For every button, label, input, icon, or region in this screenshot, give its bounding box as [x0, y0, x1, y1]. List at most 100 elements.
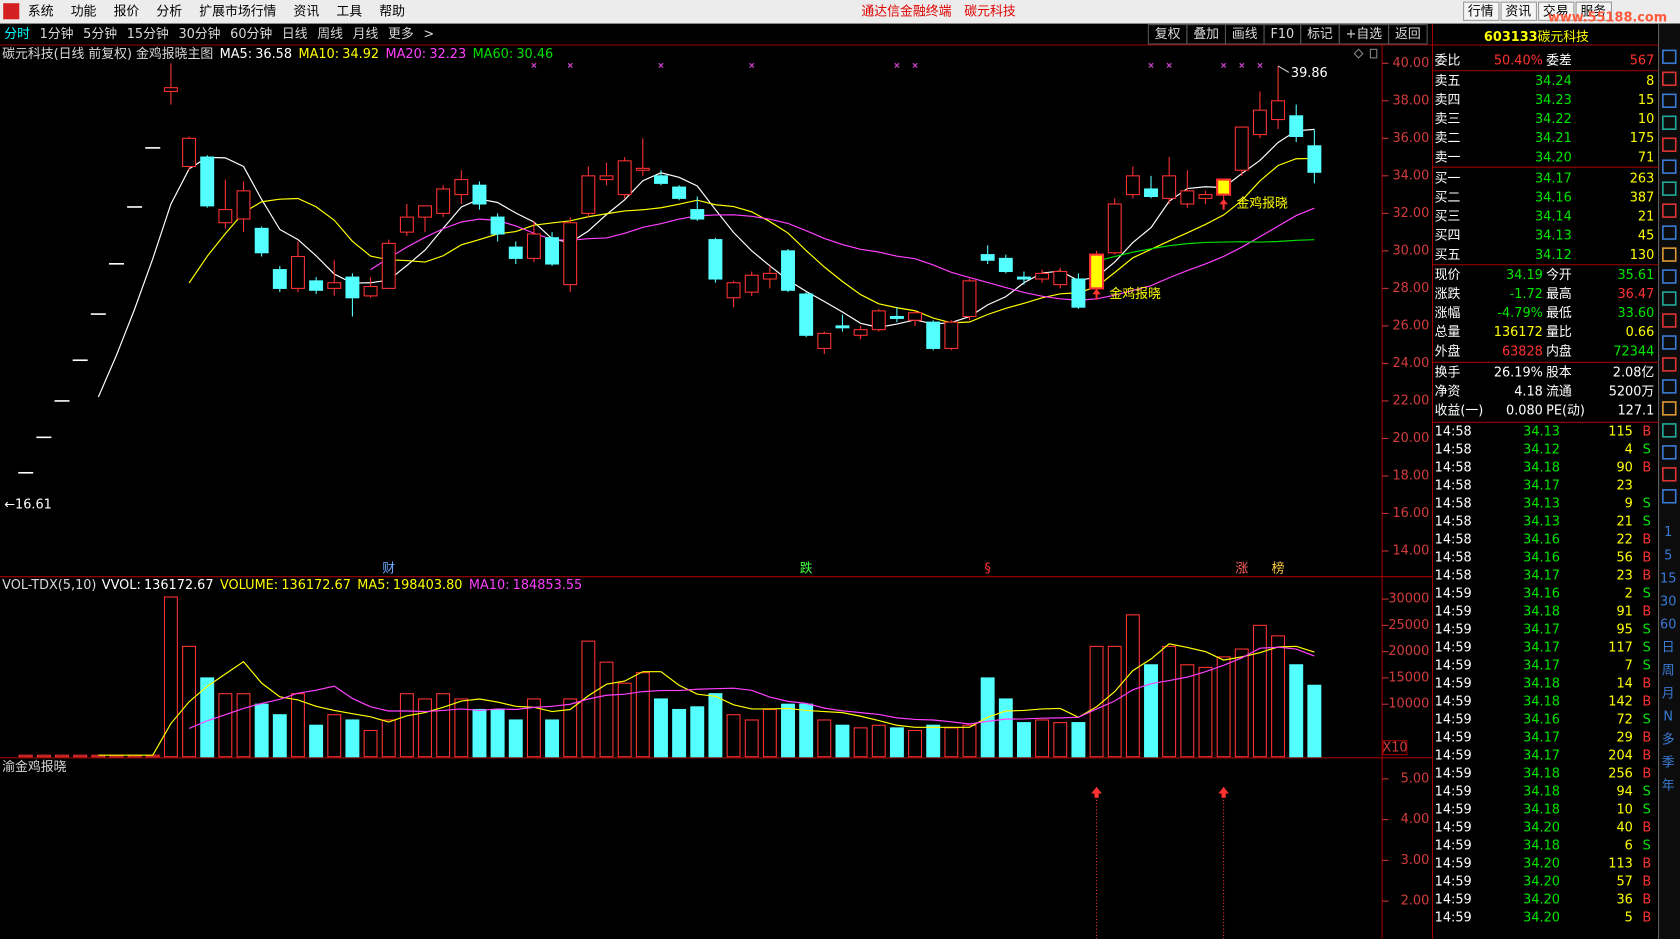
tool-icon[interactable] — [1662, 445, 1677, 460]
tool-button[interactable]: 返回 — [1395, 27, 1421, 42]
tool-icon[interactable] — [1662, 71, 1677, 87]
candle-body — [817, 332, 832, 349]
top-button-label[interactable]: 资讯 — [1505, 4, 1531, 19]
trade-side: B — [1642, 731, 1651, 746]
quote-value: 136172 — [1494, 325, 1543, 340]
tool-button-frame[interactable] — [1147, 24, 1188, 45]
tool-button[interactable]: 标记 — [1307, 27, 1333, 42]
tool-icon[interactable] — [1662, 115, 1677, 130]
tool-button[interactable]: 复权 — [1155, 26, 1181, 42]
chart-icon[interactable] — [1369, 48, 1378, 59]
period-tab[interactable]: 30分钟 — [178, 26, 220, 42]
trade-time: 14:58 — [1435, 479, 1472, 494]
top-button[interactable] — [1500, 1, 1537, 21]
ma-line — [188, 157, 1315, 324]
tool-icon[interactable] — [1662, 335, 1677, 350]
side-strip-label[interactable]: 年 — [1662, 779, 1675, 794]
period-tab[interactable]: 1分钟 — [40, 26, 74, 42]
tool-icon[interactable] — [1662, 203, 1677, 218]
volume-bar — [708, 693, 723, 758]
menu-item[interactable]: 分析 — [156, 4, 182, 19]
volume-bar — [345, 719, 360, 758]
book-volume: 10 — [1638, 112, 1654, 127]
volume-bar — [762, 708, 777, 758]
trade-time: 14:59 — [1435, 695, 1472, 710]
menu-item[interactable]: 功能 — [71, 4, 97, 19]
tool-icon[interactable] — [1662, 159, 1677, 174]
menu-item[interactable]: 资讯 — [294, 4, 320, 19]
trade-volume: 14 — [1616, 677, 1632, 692]
side-strip-label[interactable]: 1 — [1664, 525, 1672, 540]
tool-icon[interactable] — [1662, 379, 1677, 394]
tool-icon[interactable] — [1662, 247, 1677, 262]
period-tab[interactable]: 15分钟 — [127, 26, 169, 42]
trade-volume: 40 — [1616, 821, 1632, 836]
trade-price: 34.20 — [1523, 911, 1560, 926]
side-strip-label[interactable]: 15 — [1660, 571, 1676, 586]
period-tab[interactable]: 周线 — [317, 27, 343, 42]
menu-item[interactable]: 工具 — [336, 4, 362, 19]
tool-button[interactable]: 画线 — [1232, 27, 1258, 42]
tool-icon[interactable] — [1662, 489, 1677, 504]
tool-button[interactable]: 叠加 — [1193, 27, 1219, 42]
side-strip-label[interactable]: 5 — [1664, 548, 1672, 563]
tool-icon[interactable] — [1662, 181, 1677, 196]
candle-body — [835, 325, 850, 329]
trade-side: S — [1643, 587, 1651, 602]
side-strip-label[interactable]: 30 — [1660, 594, 1676, 609]
top-button-label[interactable]: 服务 — [1580, 3, 1606, 19]
trade-side: B — [1642, 569, 1651, 584]
low-label: ←16.61 — [4, 497, 52, 512]
side-strip-label[interactable]: N — [1663, 710, 1673, 725]
trade-side: B — [1642, 893, 1651, 908]
tool-button[interactable]: +自选 — [1346, 27, 1383, 42]
candle-body — [1216, 178, 1232, 196]
period-tab[interactable]: 更多 — [388, 27, 414, 42]
y-tick-label: 20000 — [1388, 644, 1429, 659]
tool-icon[interactable] — [1662, 467, 1677, 482]
quote-label: 收益(一) — [1435, 404, 1484, 419]
signal-arrow — [1091, 787, 1102, 798]
candle-body — [871, 310, 886, 331]
candle-body — [726, 282, 741, 299]
book-volume: 175 — [1630, 131, 1655, 146]
top-button[interactable] — [1575, 1, 1612, 21]
menu-item[interactable]: 帮助 — [379, 4, 405, 19]
tool-icon[interactable] — [1662, 93, 1677, 108]
side-strip-label[interactable]: 月 — [1662, 687, 1675, 702]
tool-icon[interactable] — [1662, 49, 1677, 65]
tool-icon[interactable] — [1662, 401, 1677, 416]
quote-label: 最高 — [1546, 286, 1572, 302]
chart-icon[interactable] — [1353, 48, 1364, 59]
top-button[interactable] — [1463, 1, 1500, 21]
tool-icon[interactable] — [1662, 423, 1677, 438]
book-label: 卖一 — [1435, 150, 1461, 165]
top-button-label[interactable]: 交易 — [1543, 3, 1569, 19]
period-tab[interactable]: > — [423, 27, 434, 42]
period-tab[interactable]: 60分钟 — [230, 26, 272, 42]
tool-button[interactable]: F10 — [1270, 27, 1294, 42]
tool-icon[interactable] — [1662, 357, 1677, 372]
side-strip-label[interactable]: 周 — [1662, 664, 1675, 679]
period-tab[interactable]: 5分钟 — [83, 26, 117, 42]
period-tab[interactable]: 分时 — [4, 27, 30, 42]
side-strip-label[interactable]: 日 — [1662, 640, 1675, 655]
quote-panel — [1432, 45, 1659, 939]
tool-icon[interactable] — [1662, 225, 1677, 240]
top-button[interactable] — [1538, 1, 1575, 21]
ma-line — [1096, 239, 1315, 262]
menu-item[interactable]: 扩展市场行情 — [199, 3, 276, 19]
side-strip-label[interactable]: 多 — [1662, 733, 1675, 748]
menu-item[interactable]: 系统 — [28, 4, 54, 19]
tool-icon[interactable] — [1662, 269, 1677, 284]
tool-icon[interactable] — [1662, 137, 1677, 152]
tool-icon[interactable] — [1662, 291, 1677, 306]
top-button-label[interactable]: 行情 — [1468, 4, 1494, 19]
period-tab[interactable]: 月线 — [353, 27, 379, 42]
side-strip-label[interactable]: 60 — [1660, 617, 1676, 632]
menu-item[interactable]: 报价 — [114, 4, 140, 19]
trade-price: 34.20 — [1523, 857, 1560, 872]
side-strip-label[interactable]: 季 — [1662, 756, 1675, 771]
tool-icon[interactable] — [1662, 313, 1677, 328]
period-tab[interactable]: 日线 — [282, 27, 308, 42]
